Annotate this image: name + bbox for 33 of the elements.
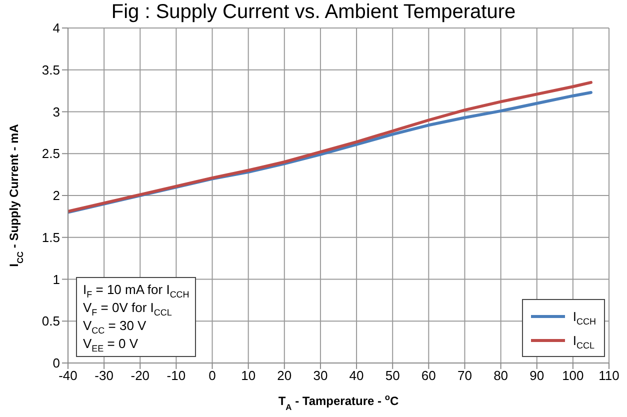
- x-tick-label: 0: [208, 368, 216, 384]
- legend-label: I$_{CCH}$: [572, 308, 596, 326]
- x-tick-label: 80: [494, 368, 508, 384]
- x-tick-label: 110: [598, 368, 620, 384]
- y-tick-label: 0.5: [42, 314, 60, 329]
- legend-label: I$_{CCL}$: [572, 332, 595, 350]
- x-tick-label: -40: [58, 368, 78, 384]
- x-tick-label: 50: [385, 368, 400, 384]
- annotation: V$_{EE}$ = 0 V: [83, 335, 140, 354]
- annotation: V$_{F}$ = 0V for I$_{CCL}$: [83, 299, 173, 318]
- x-tick-label: -30: [94, 368, 114, 384]
- x-tick-label: 60: [421, 368, 436, 384]
- x-tick-label: -20: [130, 368, 150, 384]
- y-tick-label: 4: [52, 20, 60, 36]
- x-tick-label: 90: [530, 368, 544, 384]
- y-tick-label: 2.5: [42, 146, 60, 162]
- y-tick-label: 1: [52, 272, 60, 287]
- chart-title: Fig : Supply Current vs. Ambient Temperature: [111, 1, 516, 23]
- y-tick-label: 0: [52, 356, 60, 371]
- y-tick-label: 3.5: [42, 62, 60, 78]
- y-tick-label: 1.5: [42, 230, 60, 245]
- x-axis-title: T$_{A}$ - Tamperature - $^{o}$C: [278, 392, 399, 412]
- annotation: V$_{CC}$ = 30 V: [83, 317, 148, 336]
- x-tick-label: -10: [166, 368, 186, 384]
- x-tick-label: 20: [277, 368, 292, 384]
- x-tick-label: 10: [241, 368, 256, 384]
- x-tick-label: 100: [562, 368, 584, 384]
- y-tick-label: 2: [52, 188, 60, 204]
- annotation: I$_{F}$ = 10 mA for I$_{CCH}$: [83, 281, 190, 300]
- x-tick-label: 70: [458, 368, 472, 384]
- x-tick-label: 40: [349, 368, 364, 384]
- x-tick-label: 30: [313, 368, 328, 384]
- y-tick-label: 3: [52, 104, 60, 120]
